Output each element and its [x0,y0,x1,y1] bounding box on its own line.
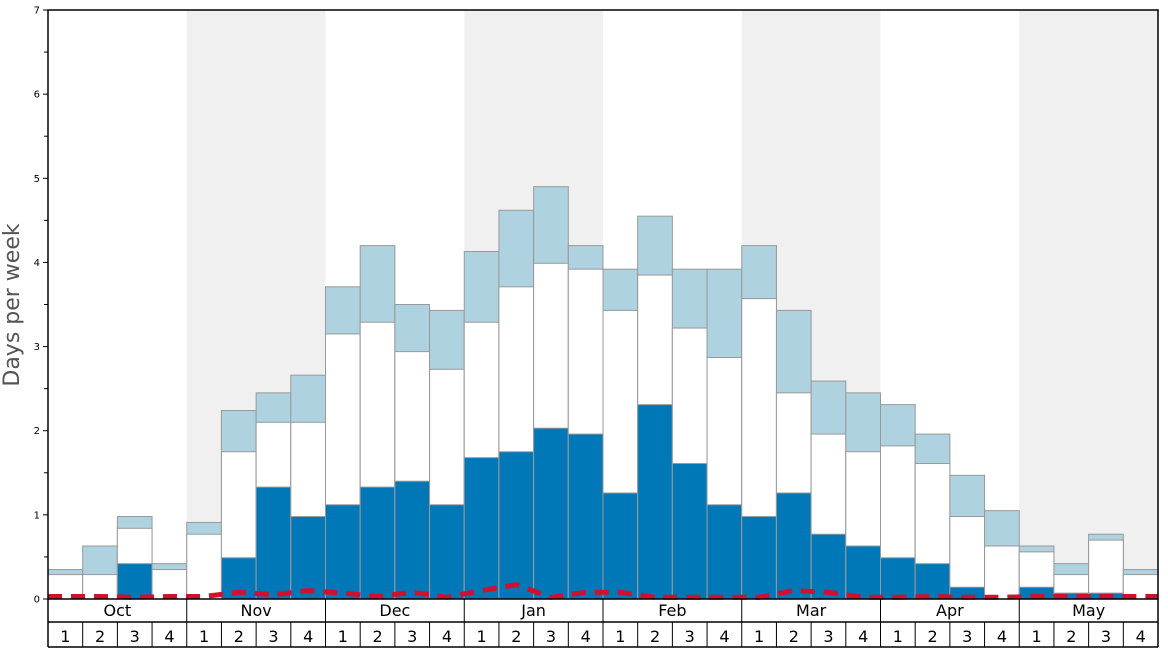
bar-white-27 [984,545,1020,600]
bar-dark-6 [255,486,292,600]
bar-dark-24 [880,557,916,600]
week-label: 3 [823,627,833,646]
plot-frame [47,9,1159,600]
bar-dark-13 [498,451,535,600]
week-label: 3 [1101,627,1111,646]
bar-white-26 [949,516,986,600]
month-band-may [1019,10,1158,599]
bar-dark-9 [359,486,396,600]
week-label: 2 [511,627,521,646]
y-tick-label: 6 [34,90,40,101]
y-tick-label: 2 [34,426,40,437]
week-label: 4 [1136,627,1146,646]
x-axis: Oct 1 2 3 4 Nov 1 2 3 4 Dec 1 2 3 4 Jan 1 2 3 4 Feb 1 2 3 4 Mar 1 2… [47,599,1159,648]
month-label-may: May [1072,601,1105,620]
y-tick-label: 1 [34,510,40,521]
week-label: 2 [1066,627,1076,646]
y-tick-label: 4 [34,258,40,269]
bars [47,186,1159,600]
week-label: 4 [164,627,174,646]
bar-white-30 [1088,539,1124,600]
bar-dark-22 [810,533,847,600]
y-tick-label: 0 [34,595,40,606]
y-tick-label: 5 [34,174,40,185]
dashed-line [48,582,1158,600]
month-label-dec: Dec [379,601,410,620]
y-tick-label: 7 [34,6,40,17]
week-label: 3 [962,627,972,646]
bar-dark-2 [116,563,153,600]
week-label: 1 [477,627,487,646]
week-label: 2 [650,627,660,646]
week-label: 3 [685,627,695,646]
week-label: 4 [719,627,729,646]
bar-dark-10 [394,480,431,600]
y-axis: 0 1 2 3 4 5 6 7 [34,6,48,606]
week-label: 2 [789,627,799,646]
y-tick-label: 3 [34,342,40,353]
dashed-line-layer [48,582,1158,600]
week-label: 2 [927,627,937,646]
week-label: 1 [338,627,348,646]
week-label: 3 [130,627,140,646]
bar-dark-16 [602,492,639,600]
bar-dark-17 [637,404,673,600]
week-label: 4 [581,627,591,646]
month-label-nov: Nov [241,601,272,620]
bar-dark-25 [914,563,951,600]
month-label-apr: Apr [936,601,964,620]
week-label: 3 [546,627,556,646]
y-axis-label: Days per week [0,223,25,386]
week-label: 1 [754,627,764,646]
bar-dark-7 [290,516,326,600]
week-label: 1 [615,627,625,646]
month-label-oct: Oct [104,601,132,620]
week-label: 4 [997,627,1007,646]
bar-dark-11 [429,504,465,600]
month-label-mar: Mar [796,601,827,620]
week-label: 1 [199,627,209,646]
bar-dark-19 [706,504,743,600]
week-label: 3 [407,627,417,646]
month-label-jan: Jan [520,601,546,620]
month-label-feb: Feb [658,601,686,620]
bar-dark-18 [671,463,708,600]
week-label: 4 [442,627,452,646]
week-label: 2 [234,627,244,646]
bar-white-4 [186,533,222,600]
week-label: 2 [95,627,105,646]
week-label: 4 [303,627,313,646]
week-label: 3 [268,627,278,646]
bar-dark-21 [775,492,812,600]
bar-dark-14 [533,427,569,600]
bar-dark-8 [325,504,361,600]
week-label: 4 [858,627,868,646]
bar-dark-23 [845,545,881,600]
week-label: 1 [60,627,70,646]
bar-dark-15 [567,433,604,600]
week-label: 1 [1032,627,1042,646]
bar-dark-20 [741,516,777,600]
week-label: 2 [372,627,382,646]
week-label: 1 [893,627,903,646]
bar-dark-12 [463,457,500,600]
